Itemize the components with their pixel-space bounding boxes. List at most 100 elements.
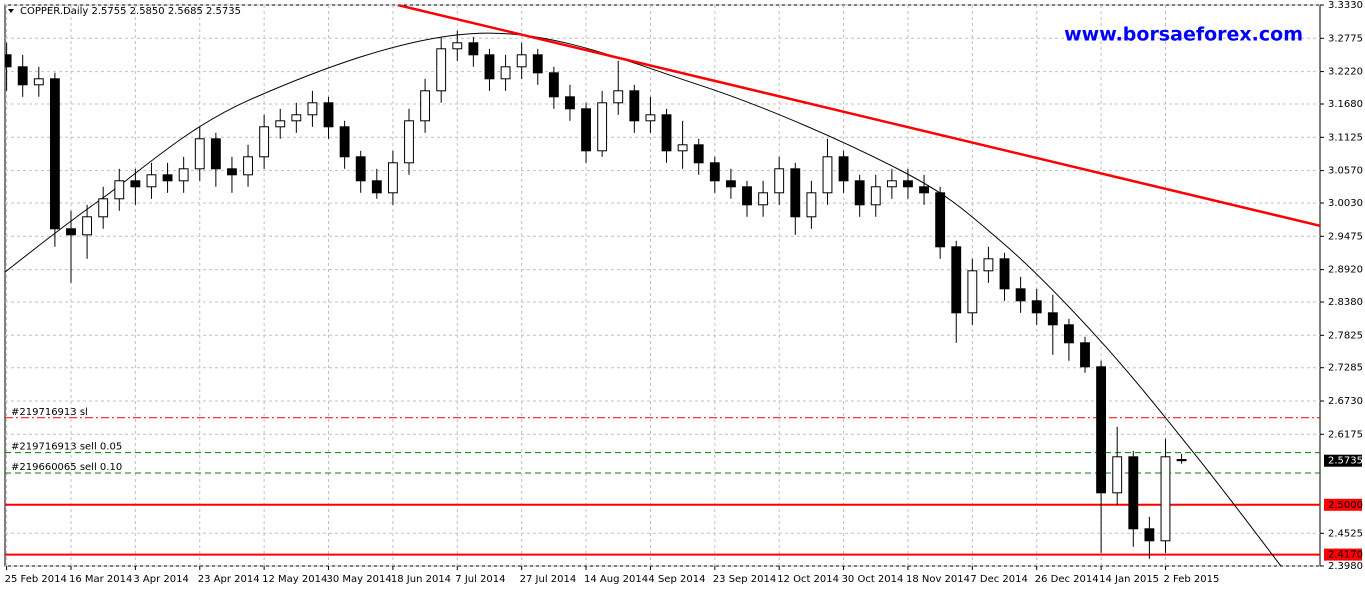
candle-body [98,198,109,218]
candle-body [677,144,688,152]
candle-body [645,114,656,122]
y-tick-label: 3.0030 [1328,198,1363,209]
candle-body [17,66,28,86]
candle-body [870,186,881,206]
candle-body [629,90,640,122]
candle-body [661,114,672,152]
x-tick-label: 7 Dec 2014 [970,574,1028,585]
plot-frame [4,4,1321,567]
candle-body [468,42,479,56]
x-tick-label: 3 Apr 2014 [133,574,188,585]
y-tick-label: 3.3330 [1328,0,1363,11]
candle-body [259,126,270,158]
candle-body [935,192,946,248]
candle-body [709,162,720,182]
y-tick-label: 3.2775 [1328,33,1363,44]
candle-body [114,180,125,200]
last-price-label: 2.5735 [1328,456,1363,467]
level-box [1324,498,1362,511]
candle-body [951,246,962,314]
candle-body [597,102,608,152]
candle-body [1047,312,1058,326]
y-tick-label: 3.1125 [1328,132,1363,143]
candle-body [742,186,752,206]
x-tick-label: 18 Jun 2014 [391,574,451,585]
candle-body [806,192,817,218]
y-tick-label: 2.4525 [1328,528,1363,539]
candle-body [178,168,189,182]
level-label: 2.4170 [1328,550,1363,561]
y-tick-label: 3.2220 [1328,67,1363,78]
x-tick-label: 14 Aug 2014 [584,574,648,585]
x-tick-label: 26 Dec 2014 [1035,574,1099,585]
candle-body [903,180,913,188]
candle-body [919,186,929,194]
candle-body [1160,456,1171,542]
y-tick-label: 2.6175 [1328,429,1363,440]
y-tick-label: 2.7285 [1328,363,1363,374]
y-tick-label: 2.3980 [1328,561,1363,572]
x-tick-label: 16 Mar 2014 [69,574,132,585]
candle-body [355,156,366,182]
chart-title: COPPER.Daily 2.5755 2.5850 2.5685 2.5735 [20,6,241,17]
candle-body [1015,288,1026,302]
candle-body [291,114,302,122]
x-tick-label: 27 Jul 2014 [520,574,577,585]
candle-body [404,120,414,164]
candle-body [983,258,994,272]
candle-body [774,168,785,194]
candle-body [210,138,221,170]
marks [5,5,1320,566]
candle-body [790,168,801,218]
candle-body [516,54,527,68]
level-box [1324,548,1362,561]
candle-body [436,48,447,92]
candle-body [693,144,704,164]
watermark: www.borsaeforex.com [1064,24,1303,46]
y-tick-label: 3.0570 [1328,166,1363,177]
y-tick-label: 2.8920 [1328,265,1363,276]
candle-body [1031,300,1042,314]
candle-body [1096,366,1107,494]
candle-body [854,180,865,206]
candle-body [323,102,334,128]
y-tick-label: 2.6730 [1328,396,1363,407]
y-tick-label: 3.1680 [1328,99,1363,110]
candle-body [886,180,897,188]
x-tick-label: 23 Sep 2014 [713,574,776,585]
arc-curve [5,32,1282,566]
candle-body [33,78,44,86]
level-label: 2.5000 [1328,500,1363,511]
x-tick-label: 14 Jan 2015 [1099,574,1159,585]
candle-body [339,126,350,158]
candle-body [1112,456,1123,494]
candle-body [613,90,624,104]
x-tick-label: 2 Feb 2015 [1163,574,1219,585]
x-tick-label: 12 Oct 2014 [777,574,839,585]
order-label: #219660065 sell 0.10 [11,462,122,473]
candle-body [307,102,318,116]
x-tick-label: 18 Nov 2014 [906,574,970,585]
menu-arrow[interactable] [8,9,14,13]
candle-body [838,156,849,182]
candle-body [275,120,286,128]
candle-body [66,228,76,236]
x-tick-label: 23 Apr 2014 [198,574,260,585]
candle-body [243,156,253,176]
candle-body [1176,459,1187,462]
candle-body [452,42,463,50]
candle-body [371,180,382,194]
labels: 3.3330 3.2775 3.2220 3.1680 3.1125 3.0570 3.00… [5,0,1363,585]
candle-body [725,180,736,188]
x-tick-label: 12 May 2014 [262,574,327,585]
x-tick-label: 7 Jul 2014 [455,574,505,585]
candle-body [227,168,237,176]
x-tick-label: 30 May 2014 [327,574,392,585]
candle-body [999,258,1010,290]
candle-body [49,78,60,230]
candle-body [146,174,157,188]
candle-body [1080,342,1090,368]
y-tick-label: 2.9475 [1328,231,1363,242]
candle-body [387,162,398,194]
